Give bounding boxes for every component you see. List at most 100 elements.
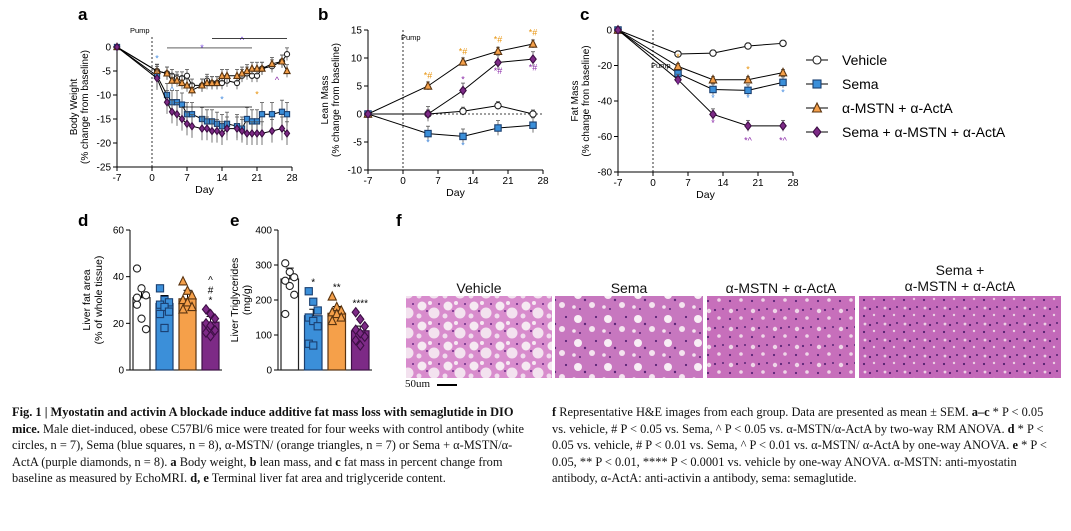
y-tick-label: -10	[348, 166, 363, 177]
x-axis-label: Day	[195, 184, 214, 196]
data-point	[313, 322, 322, 331]
data-point	[268, 126, 276, 136]
x-tick-label: 7	[685, 178, 691, 189]
data-point	[309, 297, 318, 306]
data-point	[223, 70, 231, 79]
x-tick-label: 28	[286, 173, 298, 184]
data-point	[327, 315, 338, 326]
caption-bold: Fig. 1 | Myostatin and activin A blockad…	[12, 405, 514, 436]
caption-text: Representative H&E images from each grou…	[556, 405, 972, 419]
data-point	[243, 128, 251, 138]
caption-bold: c	[335, 454, 341, 469]
x-tick-label: 7	[184, 173, 190, 184]
x-tick-label: 0	[400, 176, 406, 187]
chart-panel-a: a 0 -5 -10 -15 -20 -25-7 0 7 14 21 28 Day Body Weight…	[69, 5, 298, 196]
y-tick-label: 300	[255, 261, 272, 272]
x-tick-label: 0	[650, 178, 656, 189]
y-axis-label-line: Lean Mass	[320, 76, 331, 125]
y-axis-label: Lean Mass(% change from baseline)	[320, 43, 342, 157]
data-point	[355, 313, 365, 325]
significance-mark: *	[255, 89, 259, 99]
legend-marker-diamond	[812, 126, 822, 138]
data-point	[208, 126, 216, 136]
data-point	[744, 42, 752, 50]
y-tick-label: 100	[255, 331, 272, 342]
histology-label-vehicle: Vehicle	[456, 280, 502, 296]
data-point	[213, 126, 221, 136]
data-point	[253, 63, 261, 72]
data-point	[283, 51, 291, 58]
y-tick-label: 15	[351, 26, 363, 37]
series-line	[367, 113, 534, 137]
significance-mark: *	[711, 93, 715, 103]
data-point	[173, 109, 181, 119]
y-tick-label: 10	[351, 54, 363, 65]
significance-mark: *	[155, 53, 159, 63]
y-tick-label: -20	[598, 61, 613, 72]
significance-mark: *#	[459, 47, 468, 57]
data-point	[253, 128, 261, 138]
data-point	[243, 66, 251, 75]
y-tick-label: -60	[598, 132, 613, 143]
legend-label: Vehicle	[842, 52, 887, 68]
data-point	[243, 115, 251, 123]
data-point	[529, 121, 537, 129]
data-point	[141, 325, 151, 334]
data-point	[424, 108, 432, 120]
data-point	[364, 108, 372, 120]
caption-bold: a–c	[971, 405, 990, 419]
data-point	[290, 273, 299, 282]
data-point	[187, 301, 197, 312]
data-point	[248, 63, 256, 72]
x-tick-label: 7	[435, 176, 441, 187]
y-tick-label: -15	[97, 115, 112, 126]
y-tick-label: 60	[113, 226, 125, 237]
series-line	[368, 105, 534, 115]
data-point	[137, 314, 146, 323]
data-point	[198, 80, 206, 89]
significance-mark: *	[461, 75, 465, 85]
data-point	[258, 128, 266, 138]
data-point	[208, 78, 216, 87]
data-point	[494, 101, 502, 110]
y-axis-label-line: Liver Triglycerides	[229, 258, 241, 343]
data-point	[206, 330, 215, 342]
data-point	[188, 85, 196, 94]
significance-mark: *	[676, 52, 680, 62]
histology-label-sema: Sema	[610, 280, 648, 296]
significance-mark: *	[746, 65, 750, 75]
y-tick-label: -10	[97, 91, 112, 102]
significance-mark: *#	[424, 71, 433, 81]
data-point	[673, 60, 683, 71]
x-tick-label: 14	[216, 173, 228, 184]
data-point	[313, 306, 322, 315]
y-axis-label-line: (% change from baseline)	[331, 43, 342, 157]
data-point	[458, 56, 468, 66]
data-point	[281, 276, 290, 285]
histology-panel	[406, 296, 1061, 386]
data-point	[529, 110, 537, 118]
data-point	[183, 80, 191, 89]
data-point	[351, 334, 361, 346]
data-point	[355, 340, 365, 351]
x-axis-label: Day	[696, 189, 715, 201]
caption-text: fat mass in percent change from baseline…	[12, 454, 503, 486]
data-point	[336, 311, 347, 322]
data-point	[218, 128, 226, 138]
x-tick-label: 14	[467, 176, 479, 187]
chart-panel-d: d 0 20 40 60 Liver fat area(% of whole tissue…	[78, 211, 222, 377]
data-point	[132, 264, 142, 273]
y-axis-label-line: (% change from baseline)	[80, 50, 91, 164]
data-point	[183, 72, 191, 79]
caption-right: f Representative H&E images from each gr…	[552, 404, 1060, 487]
data-point	[210, 313, 220, 325]
data-point	[155, 309, 165, 319]
chart-panel-c: c 0 -20 -40 -60 -80-7 0 7 14 21 28 Day Fat Mass(% ch…	[570, 5, 799, 201]
caption-text: Male diet-induced, obese C57Bl/6 mice we…	[12, 421, 524, 453]
y-tick-label: 200	[255, 296, 272, 307]
data-point	[182, 296, 193, 307]
caption-text: * P < 0.05 vs. vehicle, # P < 0.01 vs. S…	[552, 421, 1044, 453]
panel-letter: d	[78, 211, 88, 230]
y-axis-label: Fat Mass(% change fron baseline)	[570, 45, 592, 156]
caption-text: * P < 0.05, ** P < 0.01, **** P < 0.0001…	[552, 438, 1047, 486]
